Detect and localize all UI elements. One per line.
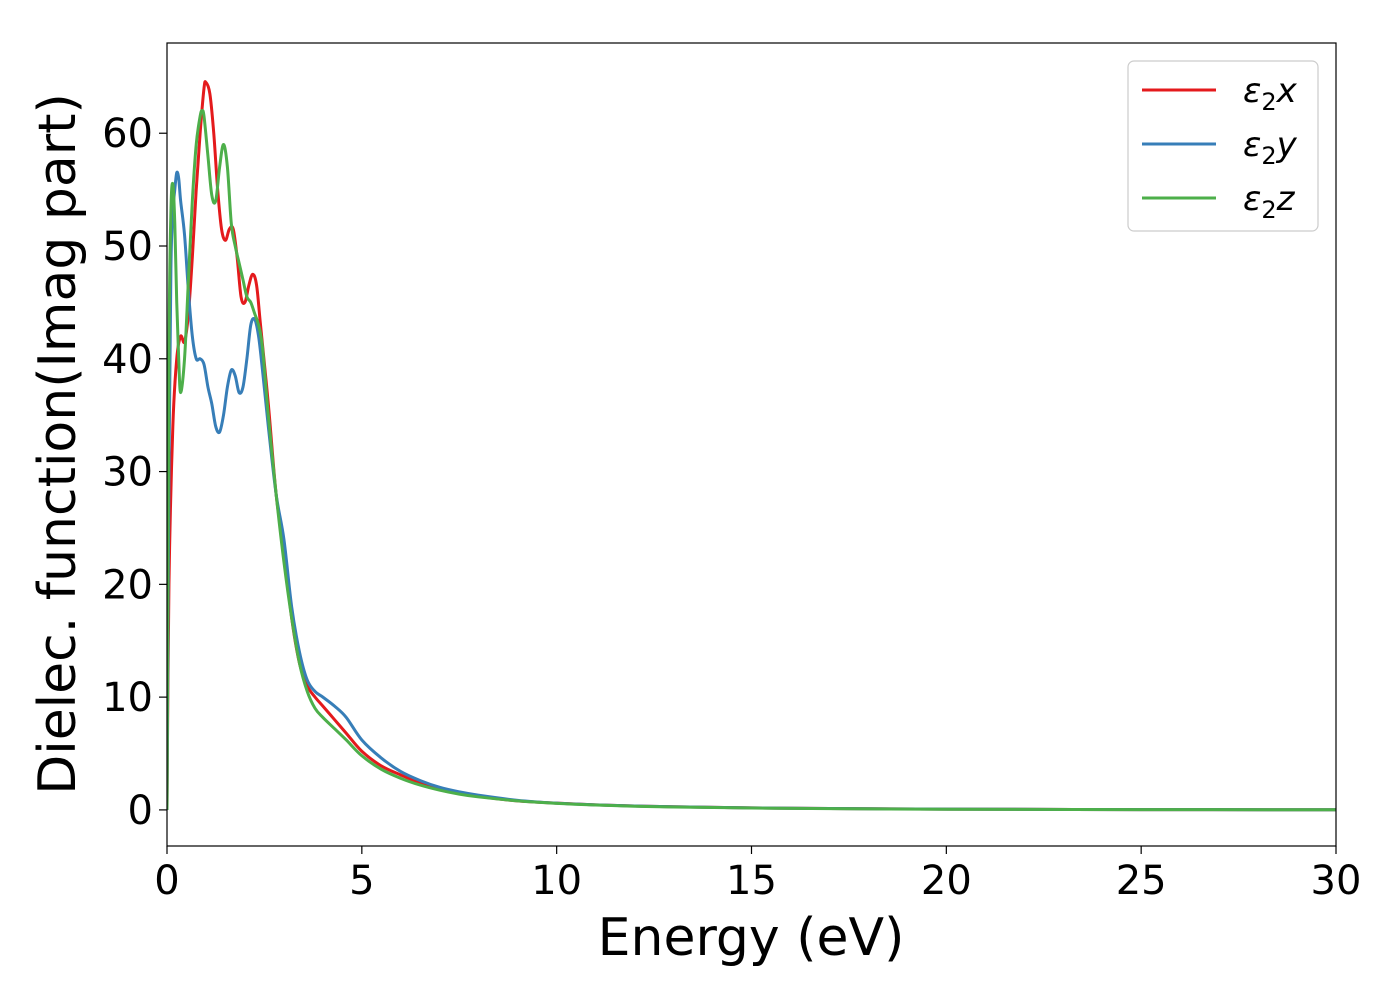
y-tick-label: 10: [102, 675, 153, 721]
x-tick-label: 30: [1311, 858, 1362, 904]
legend: ε2x ε2y ε2z: [1127, 60, 1319, 232]
x-tick-label: 20: [921, 858, 972, 904]
series-line-z: [167, 108, 1336, 812]
y-axis-label: Dielec. function(Imag part): [28, 93, 88, 795]
legend-box: [1127, 60, 1319, 232]
legend-label-z: ε2z: [1243, 179, 1296, 224]
y-tick-label: 60: [102, 111, 153, 157]
y-axis-ticks: 0 10 20 30 40 50 60: [102, 111, 167, 834]
x-tick-label: 10: [531, 858, 582, 904]
y-tick-label: 40: [102, 337, 153, 383]
series-layer: [167, 80, 1336, 812]
y-tick-label: 20: [102, 562, 153, 608]
y-tick-label: 0: [128, 788, 153, 834]
legend-items: ε2x ε2y ε2z: [1142, 71, 1298, 224]
x-tick-label: 25: [1116, 858, 1167, 904]
legend-label-x: ε2x: [1243, 71, 1298, 116]
x-tick-label: 0: [154, 858, 179, 904]
legend-label-y: ε2y: [1243, 125, 1298, 170]
series-line-y: [167, 170, 1336, 812]
y-tick-label: 30: [102, 450, 153, 496]
x-axis-label: Energy (eV): [598, 908, 905, 968]
y-tick-label: 50: [102, 224, 153, 270]
x-tick-label: 15: [726, 858, 777, 904]
x-axis-ticks: 0 5 10 15 20 25 30: [154, 846, 1361, 904]
x-tick-label: 5: [349, 858, 374, 904]
